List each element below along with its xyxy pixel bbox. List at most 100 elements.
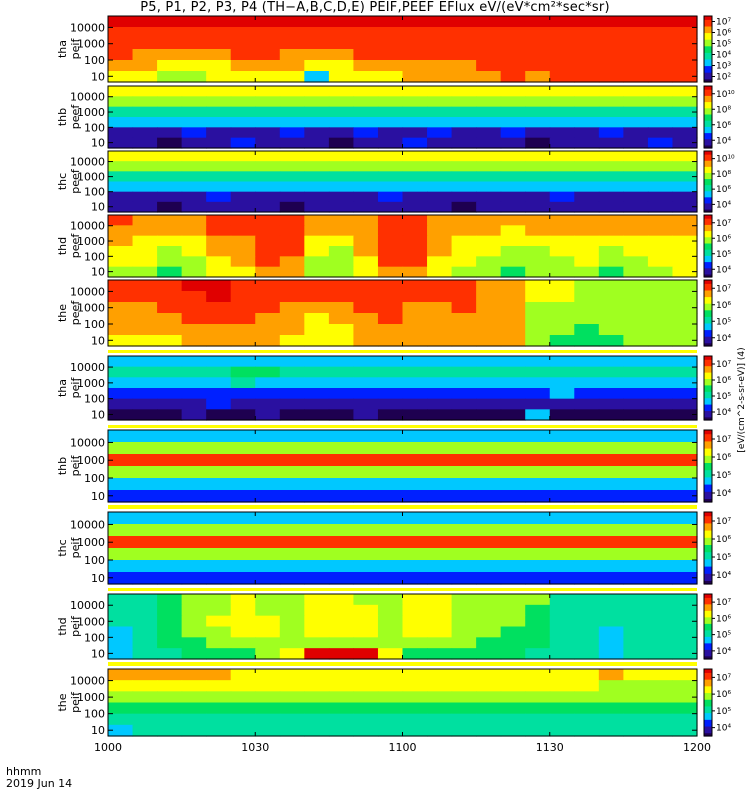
- heatmap-cell: [672, 388, 698, 400]
- colorbar-segment: [704, 537, 712, 540]
- heatmap-cell: [255, 335, 281, 347]
- heatmap-cell: [304, 137, 330, 149]
- colorbar-segment: [704, 526, 712, 529]
- heatmap-cell: [476, 388, 502, 400]
- colorbar-tick-label: 10⁴: [716, 334, 731, 344]
- colorbar-segment: [704, 362, 712, 365]
- heatmap-cell: [377, 560, 404, 573]
- heatmap-cell: [108, 215, 134, 226]
- heatmap-cell: [598, 225, 624, 237]
- heatmap-cell: [525, 191, 551, 203]
- heatmap-cell: [647, 594, 674, 606]
- heatmap-cell: [574, 724, 600, 737]
- heatmap-cell: [402, 96, 428, 108]
- colorbar-segment: [704, 730, 712, 734]
- heatmap-cell: [672, 548, 698, 561]
- colorbar-segment: [704, 246, 712, 249]
- heatmap-cell: [353, 151, 379, 162]
- heatmap-cell: [353, 137, 379, 149]
- heatmap-cell: [549, 356, 575, 368]
- heatmap-cell: [328, 256, 355, 268]
- heatmap-cell: [279, 356, 305, 368]
- heatmap-cell: [525, 604, 551, 617]
- heatmap-cell: [500, 96, 526, 108]
- heatmap-cell: [574, 71, 600, 83]
- heatmap-cell: [623, 71, 649, 83]
- colorbar-tick-label: 10⁷: [716, 18, 731, 28]
- heatmap-cell: [230, 191, 256, 203]
- heatmap-cell: [108, 60, 134, 72]
- heatmap-cell: [402, 266, 428, 278]
- colorbar-segment: [704, 160, 712, 163]
- heatmap-cell: [181, 713, 207, 726]
- panel-label-line: thb: [56, 108, 69, 126]
- heatmap-cell: [525, 524, 551, 537]
- heatmap-cell: [598, 302, 624, 314]
- heatmap-cell: [181, 442, 207, 455]
- heatmap-cell: [353, 572, 379, 585]
- colorbar-segment: [704, 376, 712, 379]
- heatmap-cell: [647, 466, 674, 479]
- heatmap-cell: [402, 60, 428, 72]
- heatmap-cell: [525, 171, 551, 183]
- colorbar-tick-label: 10⁶: [716, 453, 731, 463]
- heatmap-cell: [672, 680, 698, 692]
- heatmap-cell: [132, 171, 158, 183]
- colorbar-segment: [704, 224, 712, 227]
- heatmap-cell: [279, 626, 305, 638]
- heatmap-cell: [549, 430, 575, 443]
- heatmap-cell: [402, 724, 428, 737]
- colorbar-segment: [704, 65, 712, 68]
- heatmap-cell: [647, 302, 674, 314]
- heatmap-cell: [157, 548, 183, 561]
- heatmap-cell: [672, 235, 698, 247]
- heatmap-cell: [574, 106, 600, 118]
- heatmap-cell: [451, 280, 477, 292]
- heatmap-cell: [181, 648, 207, 660]
- heatmap-cell: [377, 594, 404, 606]
- heatmap-cell: [427, 71, 453, 83]
- heatmap-cell: [230, 713, 256, 726]
- colorbar-segment: [704, 75, 712, 78]
- heatmap-cell: [377, 106, 404, 118]
- heatmap-cell: [304, 366, 330, 378]
- heatmap-cell: [427, 266, 453, 278]
- colorbar-segment: [704, 442, 712, 445]
- colorbar-segment: [704, 580, 712, 583]
- heatmap-cell: [304, 377, 330, 389]
- heatmap-cell: [353, 96, 379, 108]
- heatmap-cell: [402, 615, 428, 628]
- heatmap-cell: [328, 594, 355, 606]
- colorbar-segment: [704, 378, 712, 381]
- heatmap-cell: [108, 16, 134, 28]
- heatmap-cell: [402, 27, 428, 39]
- heatmap-cell: [255, 637, 281, 649]
- heatmap-cell: [230, 201, 256, 213]
- heatmap-cell: [353, 16, 379, 28]
- heatmap-cell: [525, 16, 551, 28]
- colorbar-segment: [704, 628, 712, 631]
- heatmap-cell: [377, 548, 404, 561]
- heatmap-cell: [206, 161, 232, 172]
- colorbar-segment: [704, 316, 712, 319]
- heatmap-cell: [304, 266, 330, 278]
- heatmap-cell: [402, 604, 428, 617]
- heatmap-cell: [476, 127, 502, 139]
- heatmap-cell: [574, 524, 600, 537]
- heatmap-cell: [647, 648, 674, 660]
- heatmap-cell: [206, 106, 232, 118]
- heatmap-cell: [181, 594, 207, 606]
- heatmap-cell: [132, 626, 158, 638]
- heatmap-cell: [132, 96, 158, 108]
- colorbar-segment: [704, 732, 712, 735]
- colorbar-segment: [704, 127, 712, 130]
- heatmap-cell: [304, 27, 330, 39]
- heatmap-cell: [549, 442, 575, 455]
- colorbar-segment: [704, 22, 712, 25]
- heatmap-cell: [279, 594, 305, 606]
- colorbar-segment: [704, 677, 712, 680]
- heatmap-cell: [402, 313, 428, 325]
- heatmap-cell: [328, 38, 355, 50]
- heatmap-cell: [279, 648, 305, 660]
- heatmap-cell: [377, 86, 404, 97]
